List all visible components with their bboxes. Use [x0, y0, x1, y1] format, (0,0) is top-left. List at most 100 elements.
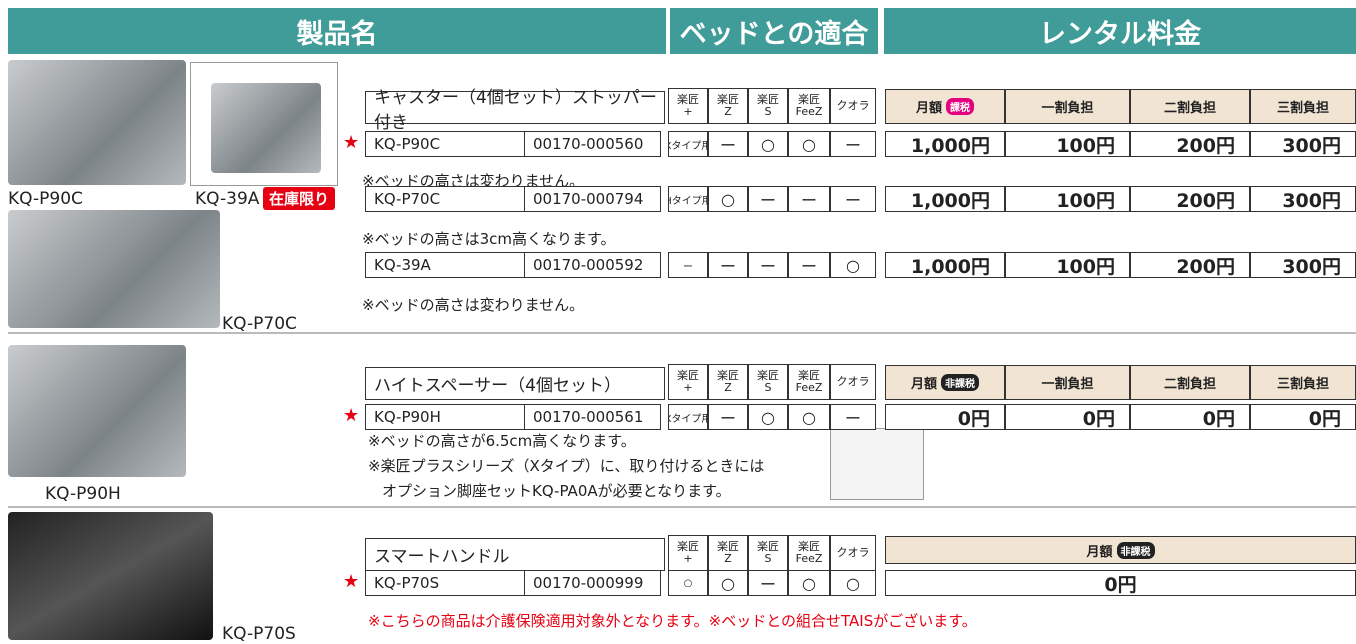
- photo: [8, 512, 213, 640]
- note: ※ベッドの高さは変わりません。: [362, 172, 585, 190]
- price-header: 二割負担: [1130, 89, 1250, 124]
- fit-header-bottom: FeeZ: [795, 105, 823, 118]
- price: 1,000円: [885, 131, 1005, 157]
- separator: [8, 506, 1356, 508]
- photo: [8, 210, 220, 328]
- fit-header: 楽匠 +: [668, 535, 708, 571]
- price: 0円: [1130, 404, 1250, 430]
- price: 100円: [1005, 131, 1130, 157]
- fit-header-top: 楽匠: [798, 369, 820, 382]
- fit-header-bottom: FeeZ: [795, 552, 823, 565]
- fit-cell: ー: [788, 186, 830, 212]
- tax-badge: 非課税: [1116, 541, 1155, 559]
- fit-header-top: クオラ: [836, 546, 870, 559]
- fit-cell: ー: [708, 404, 748, 430]
- fit-cell: ○: [788, 570, 830, 596]
- fit-header: 楽匠 +: [668, 364, 708, 400]
- code: KQ-P90H: [365, 404, 525, 430]
- stock-badge: 在庫限り: [263, 187, 336, 210]
- fit-cell: Xタイプ用: [668, 131, 708, 157]
- product-name: キャスター（4個セット）ストッパー付き: [365, 88, 665, 133]
- price-header-label: 三割負担: [1276, 101, 1329, 116]
- code: KQ-P90C: [365, 131, 525, 157]
- part-no: 00170-000794: [524, 186, 661, 212]
- fit-header-bottom: +: [683, 105, 693, 118]
- separator: [8, 332, 1356, 334]
- star: ★: [343, 132, 360, 153]
- fit-header-top: 楽匠: [717, 93, 739, 106]
- price: 1,000円: [885, 186, 1005, 212]
- price-header-label: 月額: [915, 101, 942, 116]
- price-header: 月額 非課税: [885, 536, 1356, 564]
- price-header-label: 月額: [910, 377, 937, 392]
- part-no: 00170-000592: [524, 252, 661, 278]
- fit-cell: ○: [788, 131, 830, 157]
- fit-cell: Hタイプ用: [668, 186, 708, 212]
- header-fit: ベッドとの適合: [670, 8, 878, 54]
- image-label: KQ-P70C: [222, 314, 297, 334]
- note: ※こちらの商品は介護保険適用対象外となります。※ベッドとの組合せTAISがござい…: [368, 612, 977, 630]
- price: 0円: [1005, 404, 1130, 430]
- product-name: スマートハンドル: [365, 538, 665, 571]
- code: KQ-P70S: [365, 570, 525, 596]
- fit-header: 楽匠 Z: [708, 364, 748, 400]
- fit-cell: ○: [830, 570, 876, 596]
- fit-cell: Xタイプ用: [668, 404, 708, 430]
- code: KQ-P70C: [365, 186, 525, 212]
- price-header: 三割負担: [1250, 89, 1356, 124]
- part-no: 00170-000560: [524, 131, 661, 157]
- price-header-label: 一割負担: [1041, 101, 1094, 116]
- fit-header-top: クオラ: [836, 375, 870, 388]
- fit-header-top: 楽匠: [757, 540, 779, 553]
- price: 1,000円: [885, 252, 1005, 278]
- fit-header-top: 楽匠: [798, 540, 820, 553]
- note: ※ベッドの高さが6.5cm高くなります。: [368, 432, 636, 450]
- fit-cell: ー: [788, 252, 830, 278]
- fit-cell: ○: [708, 570, 748, 596]
- fit-header-bottom: Z: [724, 381, 732, 394]
- price-header-label: 二割負担: [1163, 377, 1216, 392]
- price: 100円: [1005, 252, 1130, 278]
- fit-cell: ー: [708, 252, 748, 278]
- fit-header-top: 楽匠: [677, 540, 699, 553]
- price-header: 月額 非課税: [885, 365, 1005, 400]
- tax-badge: 非課税: [941, 374, 979, 391]
- fit-header: 楽匠 Z: [708, 535, 748, 571]
- fit-cell: ○: [830, 252, 876, 278]
- product-name: ハイトスペーサー（4個セット）: [365, 367, 665, 400]
- fit-header: クオラ: [830, 535, 876, 571]
- star: ★: [343, 405, 360, 426]
- fit-header-bottom: Z: [724, 105, 732, 118]
- photo: [8, 345, 186, 477]
- note: オプション脚座セットKQ-PA0Aが必要となります。: [382, 482, 731, 500]
- price-header: 二割負担: [1130, 365, 1250, 400]
- price: 300円: [1250, 252, 1356, 278]
- fit-header: 楽匠 S: [748, 88, 788, 124]
- fit-header-top: 楽匠: [757, 369, 779, 382]
- fit-header: クオラ: [830, 364, 876, 400]
- price-header-label: 三割負担: [1276, 377, 1329, 392]
- fit-header: 楽匠 FeeZ: [788, 535, 830, 571]
- tax-badge: 課税: [946, 98, 974, 115]
- fit-cell: ー: [668, 252, 708, 278]
- fit-header-top: 楽匠: [677, 93, 699, 106]
- note: ※ベッドの高さは3cm高くなります。: [362, 230, 616, 248]
- fit-cell: ー: [830, 131, 876, 157]
- note: ※楽匠プラスシリーズ（Xタイプ）に、取り付けるときには: [368, 457, 765, 475]
- fit-cell: ー: [830, 404, 876, 430]
- fit-header-bottom: +: [683, 552, 693, 565]
- fit-cell: ○: [708, 186, 748, 212]
- price-header: 一割負担: [1005, 365, 1130, 400]
- price-header: 三割負担: [1250, 365, 1356, 400]
- fit-cell: ○: [668, 570, 708, 596]
- fit-header-bottom: S: [764, 105, 772, 118]
- fit-cell: ー: [748, 252, 788, 278]
- price: 0円: [1250, 404, 1356, 430]
- fit-header-bottom: S: [764, 552, 772, 565]
- fit-header-bottom: FeeZ: [795, 381, 823, 394]
- note: ※ベッドの高さは変わりません。: [362, 296, 585, 314]
- fit-header-top: 楽匠: [717, 369, 739, 382]
- photo-small: [830, 428, 924, 500]
- price: 200円: [1130, 252, 1250, 278]
